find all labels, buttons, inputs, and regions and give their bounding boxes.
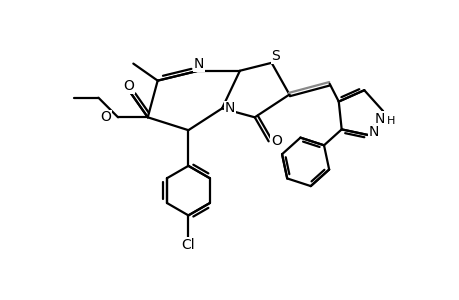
Text: O: O (123, 79, 134, 93)
Text: O: O (270, 134, 281, 148)
Text: Cl: Cl (181, 238, 195, 252)
Text: O: O (100, 110, 111, 124)
Text: H: H (386, 116, 394, 126)
Text: N: N (374, 112, 384, 126)
Text: N: N (224, 101, 235, 116)
Text: N: N (368, 125, 378, 139)
Text: S: S (271, 49, 280, 63)
Text: N: N (194, 57, 204, 71)
